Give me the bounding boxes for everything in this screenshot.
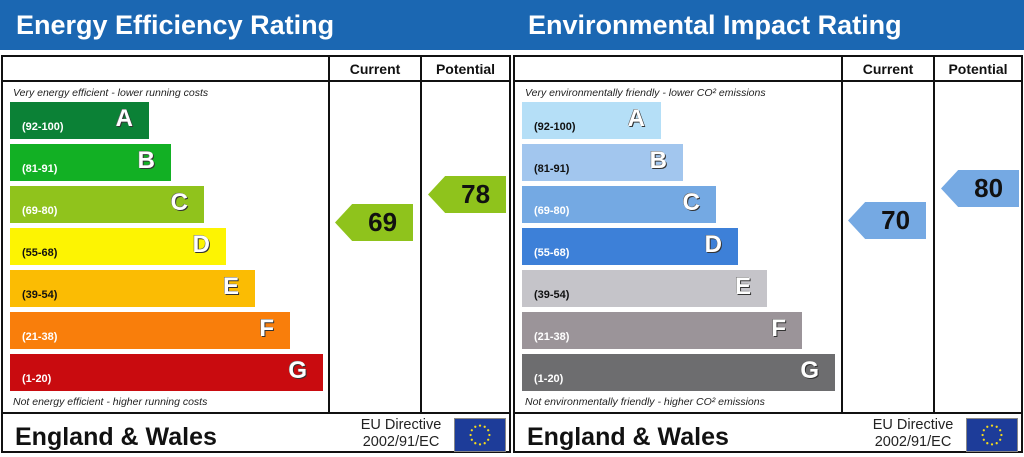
band-letter: G [800,357,819,384]
band-f: (21-38) F [10,312,290,349]
region-label: England & Wales [527,423,729,451]
top-note: Very environmentally friendly - lower CO… [525,87,766,99]
bottom-note: Not environmentally friendly - higher CO… [525,396,765,408]
current-rating-value: 69 [368,207,398,237]
band-letter: D [192,231,210,258]
potential-rating-value: 80 [974,173,1004,203]
band-letter: B [649,147,667,174]
band-letter: G [288,357,307,384]
band-range: (55-68) [534,247,570,259]
region-label: England & Wales [15,423,217,451]
energy-efficiency-panel: Energy Efficiency Rating Current Potenti… [0,0,512,453]
eu-flag-icon [966,418,1018,452]
header-divider [3,80,509,82]
bottom-note: Not energy efficient - higher running co… [13,396,208,408]
band-range: (21-38) [534,331,570,343]
potential-rating-arrow: 78 [428,176,506,213]
top-note: Very energy efficient - lower running co… [13,87,209,99]
band-f: (21-38) F [522,312,802,349]
band-range: (55-68) [22,247,58,259]
band-range: (39-54) [22,289,58,301]
panel-title: Environmental Impact Rating [512,0,1024,50]
band-c: (69-80) C [10,186,204,223]
band-range: (92-100) [534,121,576,133]
band-range: (69-80) [22,205,58,217]
panel-title: Energy Efficiency Rating [0,0,512,50]
band-letter: A [115,105,133,132]
column-divider [420,57,422,412]
rating-table: Current Potential Very energy efficient … [1,55,511,453]
band-range: (21-38) [22,331,58,343]
band-range: (69-80) [534,205,570,217]
band-b: (81-91) B [522,144,683,181]
band-letter: C [170,189,188,216]
column-header-current: Current [862,61,914,77]
column-divider [328,57,330,412]
band-d: (55-68) D [522,228,738,265]
band-e: (39-54) E [522,270,767,307]
column-divider [933,57,935,412]
band-range: (92-100) [22,121,64,133]
footer-divider [3,412,509,414]
band-range: (81-91) [534,163,570,175]
current-rating-value: 70 [881,205,911,235]
current-rating-arrow: 69 [335,204,413,241]
directive-line-1: EU Directive [360,417,442,433]
potential-rating-arrow: 80 [941,170,1019,207]
eu-directive: EU Directive 2002/91/EC [863,417,963,451]
band-g: (1-20) G [10,354,323,391]
header-divider [515,80,1021,82]
band-letter: D [704,231,722,258]
band-letter: C [682,189,700,216]
column-header-current: Current [349,61,401,77]
directive-line-2: 2002/91/EC [874,434,952,450]
band-letter: E [734,273,751,300]
column-divider [841,57,843,412]
potential-rating-value: 78 [461,179,491,209]
current-rating-arrow: 70 [848,202,926,239]
column-header-potential: Potential [948,61,1008,77]
footer-divider [515,412,1021,414]
band-range: (1-20) [534,373,564,385]
band-range: (1-20) [22,373,52,385]
band-a: (92-100) A [522,102,661,139]
band-letter: F [771,315,786,342]
eu-directive: EU Directive 2002/91/EC [351,417,451,451]
eu-flag-icon [454,418,506,452]
band-letter: A [627,105,645,132]
directive-line-2: 2002/91/EC [362,434,440,450]
band-range: (81-91) [22,163,58,175]
band-b: (81-91) B [10,144,171,181]
footer-row: England & Wales EU Directive 2002/91/EC [3,414,509,452]
band-letter: E [222,273,239,300]
rating-table: Current Potential Very environmentally f… [513,55,1023,453]
band-range: (39-54) [534,289,570,301]
footer-row: England & Wales EU Directive 2002/91/EC [515,414,1021,452]
column-header-potential: Potential [435,61,496,77]
band-d: (55-68) D [10,228,226,265]
band-a: (92-100) A [10,102,149,139]
band-e: (39-54) E [10,270,255,307]
environmental-impact-panel: Environmental Impact Rating Current Pote… [512,0,1024,457]
band-g: (1-20) G [522,354,835,391]
band-c: (69-80) C [522,186,716,223]
directive-line-1: EU Directive [872,417,954,433]
band-letter: F [259,315,274,342]
band-letter: B [137,147,155,174]
